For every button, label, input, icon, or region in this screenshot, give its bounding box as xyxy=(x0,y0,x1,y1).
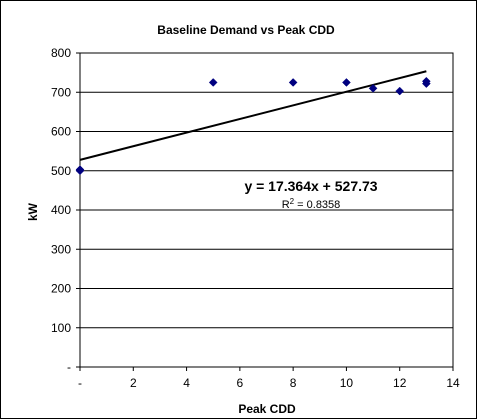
data-point xyxy=(288,78,298,87)
data-point xyxy=(342,78,351,87)
x-tick-label: - xyxy=(78,376,82,390)
y-tick-label: 800 xyxy=(51,46,71,60)
y-tick-label: 400 xyxy=(51,203,71,217)
y-tick-label: - xyxy=(67,360,71,374)
x-tick-label: 10 xyxy=(340,376,354,390)
trendline-equation: y = 17.364x + 527.73 xyxy=(244,178,377,194)
x-tick-label: 12 xyxy=(393,376,407,390)
data-point xyxy=(208,78,218,87)
y-tick-label: 500 xyxy=(51,164,71,178)
r-squared-label: R2 = 0.8358 xyxy=(282,197,341,211)
data-point xyxy=(368,83,378,93)
x-axis-title: Peak CDD xyxy=(238,402,296,416)
data-point xyxy=(395,86,405,96)
y-tick-label: 600 xyxy=(51,125,71,139)
r-squared-symbol: R xyxy=(282,199,290,211)
y-tick-label: 100 xyxy=(51,321,71,335)
r-squared-value: = 0.8358 xyxy=(294,199,340,211)
trendline xyxy=(79,70,427,161)
y-tick-label: 300 xyxy=(51,242,71,256)
x-tick-label: 14 xyxy=(446,376,460,390)
data-point xyxy=(422,76,431,86)
y-axis-title: kW xyxy=(26,202,40,221)
x-tick-label: 2 xyxy=(130,376,137,390)
x-tick-label: 4 xyxy=(183,376,190,390)
plot-area: - 100 200 300 400 500 600 700 800 - 2 4 6 8 10 12 14 xyxy=(51,46,460,390)
y-tick-label: 200 xyxy=(51,282,71,296)
data-point xyxy=(75,165,85,174)
x-tick-label: 6 xyxy=(237,376,244,390)
x-tick-label: 8 xyxy=(290,376,297,390)
y-tick-label: 700 xyxy=(51,85,71,99)
r-squared-superscript: 2 xyxy=(290,197,295,206)
chart-title: Baseline Demand vs Peak CDD xyxy=(157,23,335,37)
